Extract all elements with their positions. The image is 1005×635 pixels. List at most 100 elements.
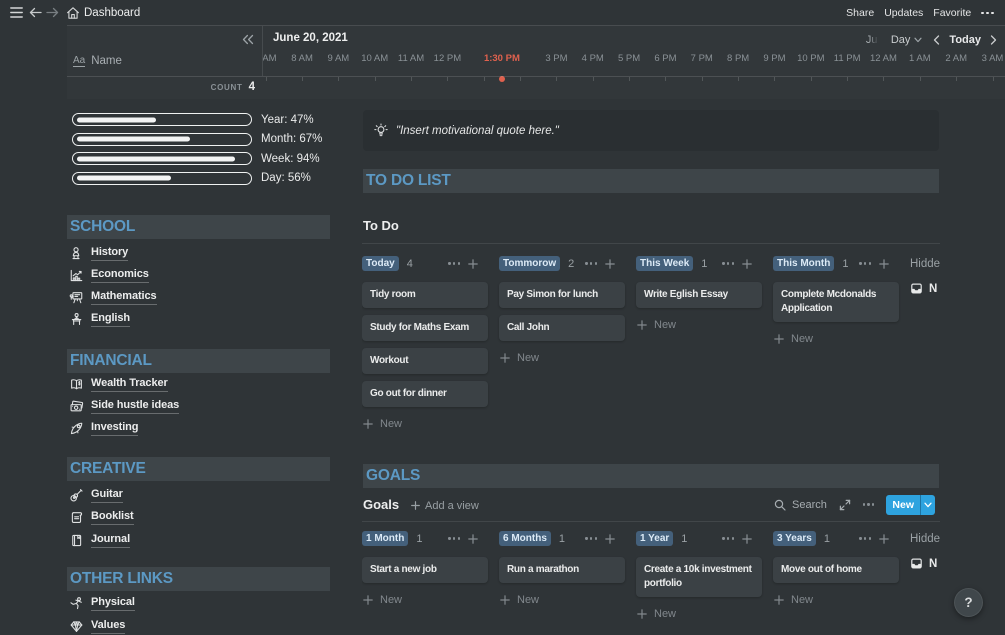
new-card-button[interactable]: New xyxy=(773,331,899,347)
column-options-icon[interactable] xyxy=(859,537,871,540)
forward-arrow-icon[interactable] xyxy=(46,6,59,19)
column-options-icon[interactable] xyxy=(722,262,734,265)
board-card[interactable]: Run a marathon xyxy=(499,557,625,583)
board-card[interactable]: Complete Mcdonalds Application xyxy=(773,282,899,322)
new-card-button[interactable]: New xyxy=(362,416,488,432)
ledger-icon xyxy=(71,379,82,390)
prev-period-icon[interactable] xyxy=(933,34,940,45)
board-column-header: Today 4 xyxy=(362,256,488,271)
todo-toolbar-divider xyxy=(362,243,940,244)
name-column-header[interactable]: Aa Name xyxy=(73,53,122,69)
column-add-icon[interactable] xyxy=(605,533,615,544)
column-options-icon[interactable] xyxy=(859,262,871,265)
new-button[interactable]: New xyxy=(886,494,935,515)
search-button[interactable]: Search xyxy=(774,499,827,511)
hidden-column-item[interactable]: N xyxy=(910,282,937,295)
group-tag[interactable]: This Month xyxy=(773,256,835,271)
page-link-side-hustle-ideas[interactable]: Side hustle ideas xyxy=(69,398,179,415)
column-add-icon[interactable] xyxy=(742,258,752,269)
column-options-icon[interactable] xyxy=(585,537,597,540)
board-card[interactable]: Create a 10k investment portfolio xyxy=(636,557,762,597)
martial-arts-icon xyxy=(70,597,82,610)
new-card-button[interactable]: New xyxy=(499,350,625,366)
new-card-button[interactable]: New xyxy=(362,592,488,608)
favorite-button[interactable]: Favorite xyxy=(933,7,972,19)
add-view-button[interactable]: Add a view xyxy=(411,498,479,513)
page-link-investing[interactable]: Investing xyxy=(69,420,138,437)
column-count: 1 xyxy=(701,257,708,270)
page-link-guitar[interactable]: Guitar xyxy=(69,487,123,504)
collapse-panel-icon[interactable] xyxy=(242,34,254,45)
hour-label: 12 AM xyxy=(870,53,897,64)
column-add-icon[interactable] xyxy=(879,533,889,544)
column-options-icon[interactable] xyxy=(585,262,597,265)
help-button[interactable]: ? xyxy=(954,588,983,617)
page-link-booklist[interactable]: Booklist xyxy=(69,509,134,526)
column-add-icon[interactable] xyxy=(468,533,478,544)
new-card-label: New xyxy=(654,319,677,331)
board-card[interactable]: Call John xyxy=(499,315,625,341)
page-link-values[interactable]: Values xyxy=(69,618,125,635)
progress-label: Month: 67% xyxy=(261,133,323,145)
share-button[interactable]: Share xyxy=(846,7,875,19)
inbox-icon xyxy=(911,558,922,569)
board-card[interactable]: Write Eglish Essay xyxy=(636,282,762,308)
hidden-column-item[interactable]: N xyxy=(910,557,937,570)
board-card[interactable]: Move out of home xyxy=(773,557,899,583)
breadcrumb-page-title[interactable]: Dashboard xyxy=(84,7,141,19)
hour-tick xyxy=(338,77,340,81)
timeline-axis-line xyxy=(67,76,1005,77)
next-period-icon[interactable] xyxy=(990,34,997,45)
plus-icon xyxy=(500,353,510,363)
column-options-icon[interactable] xyxy=(722,537,734,540)
updates-button[interactable]: Updates xyxy=(884,7,924,19)
page-link-economics[interactable]: Economics xyxy=(69,267,149,284)
page-link-physical[interactable]: Physical xyxy=(69,595,135,612)
group-tag[interactable]: 6 Months xyxy=(499,531,551,546)
expand-icon[interactable] xyxy=(839,499,851,511)
board-card[interactable]: Pay Simon for lunch xyxy=(499,282,625,308)
group-tag[interactable]: 1 Month xyxy=(362,531,409,546)
new-card-button[interactable]: New xyxy=(773,592,899,608)
hour-tick xyxy=(919,77,921,81)
new-button-chevron-icon[interactable] xyxy=(920,494,935,515)
today-button[interactable]: Today xyxy=(949,33,981,46)
new-card-button[interactable]: New xyxy=(636,317,762,333)
board-card[interactable]: Start a new job xyxy=(362,557,488,583)
column-add-icon[interactable] xyxy=(879,258,889,269)
page-link-mathematics[interactable]: Mathematics xyxy=(69,289,157,306)
group-tag[interactable]: 3 Years xyxy=(773,531,816,546)
back-arrow-icon[interactable] xyxy=(29,6,42,19)
column-count: 1 xyxy=(842,257,849,270)
hour-label: 6 PM xyxy=(654,53,677,64)
board-card[interactable]: Workout xyxy=(362,348,488,374)
board-card[interactable]: Study for Maths Exam xyxy=(362,315,488,341)
page-link-history[interactable]: History xyxy=(69,245,128,262)
group-tag[interactable]: Today xyxy=(362,256,399,271)
board-card[interactable]: Tidy room xyxy=(362,282,488,308)
goals-board-title[interactable]: Goals xyxy=(363,497,400,512)
column-options-icon[interactable] xyxy=(448,262,460,265)
more-options-icon[interactable] xyxy=(981,11,994,15)
column-options-icon[interactable] xyxy=(448,537,460,540)
column-add-icon[interactable] xyxy=(468,258,478,269)
group-tag[interactable]: 1 Year xyxy=(636,531,674,546)
board-card[interactable]: Go out for dinner xyxy=(362,381,488,407)
timeline-scale-dropdown[interactable]: Day xyxy=(891,34,923,46)
new-card-button[interactable]: New xyxy=(499,592,625,608)
column-add-icon[interactable] xyxy=(742,533,752,544)
sidebar-menu-icon[interactable] xyxy=(10,7,23,18)
group-tag[interactable]: Tommorow xyxy=(499,256,561,271)
board-options-icon[interactable] xyxy=(862,503,875,506)
page-link-wealth-tracker[interactable]: Wealth Tracker xyxy=(69,376,168,393)
board-column-header: 3 Years 1 xyxy=(773,531,899,546)
new-card-button[interactable]: New xyxy=(636,606,762,622)
page-link-journal[interactable]: Journal xyxy=(69,532,130,549)
title-property-icon: Aa xyxy=(73,55,86,67)
group-tag[interactable]: This Week xyxy=(636,256,694,271)
hidden-columns-label[interactable]: Hidde xyxy=(910,533,940,545)
hidden-columns-label[interactable]: Hidde xyxy=(910,258,940,270)
todo-board-title[interactable]: To Do xyxy=(363,218,399,233)
page-link-english[interactable]: English xyxy=(69,311,130,328)
column-add-icon[interactable] xyxy=(605,258,615,269)
